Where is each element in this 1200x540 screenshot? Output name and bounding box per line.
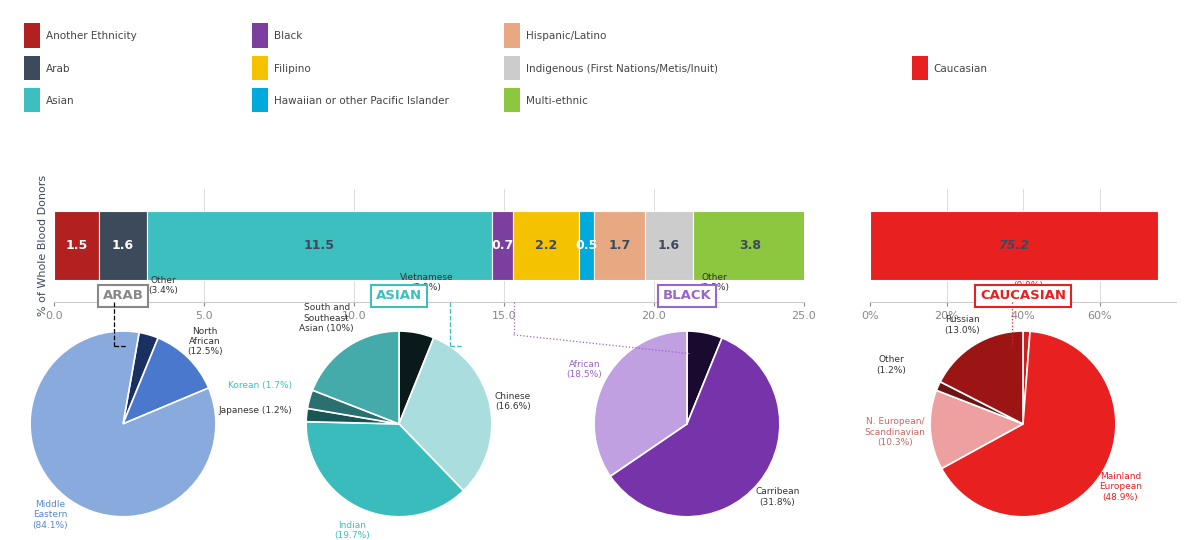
Text: Vietnamese
(3.2%): Vietnamese (3.2%): [400, 273, 454, 292]
Text: Asian: Asian: [46, 96, 74, 106]
Wedge shape: [941, 331, 1022, 424]
Bar: [148, 211, 492, 280]
Text: North
African
(12.5%): North African (12.5%): [187, 327, 222, 356]
Text: Arab: Arab: [46, 64, 70, 73]
Bar: [514, 211, 580, 280]
Text: 2.2: 2.2: [535, 239, 557, 252]
Wedge shape: [306, 422, 463, 517]
Text: 0.5: 0.5: [575, 239, 598, 252]
Wedge shape: [307, 390, 398, 424]
Bar: [694, 211, 808, 280]
Text: Hawaiian or other Pacific Islander: Hawaiian or other Pacific Islander: [274, 96, 449, 106]
Text: South and
Southeast
Asian (10%): South and Southeast Asian (10%): [299, 303, 354, 333]
Text: Hispanic/Latino: Hispanic/Latino: [526, 31, 606, 41]
Text: Another Ethnicity: Another Ethnicity: [46, 31, 137, 41]
Text: Middle
Eastern
(84.1%): Middle Eastern (84.1%): [32, 500, 68, 530]
Text: Multi-ethnic: Multi-ethnic: [526, 96, 588, 106]
Title: CAUCASIAN: CAUCASIAN: [980, 289, 1066, 302]
Wedge shape: [30, 331, 216, 517]
Text: Filipino: Filipino: [274, 64, 311, 73]
Bar: [492, 211, 514, 280]
Text: 1.5: 1.5: [65, 239, 88, 252]
Bar: [98, 211, 148, 280]
Title: BLACK: BLACK: [662, 289, 712, 302]
Text: Jewish
(0.9%): Jewish (0.9%): [1014, 271, 1044, 290]
Title: ASIAN: ASIAN: [376, 289, 422, 302]
Bar: [580, 211, 594, 280]
Wedge shape: [1022, 331, 1030, 424]
Text: 75.2: 75.2: [998, 239, 1030, 252]
Text: 1.7: 1.7: [608, 239, 631, 252]
Title: ARAB: ARAB: [102, 289, 144, 302]
Wedge shape: [594, 331, 688, 476]
Text: Other
(3.3%): Other (3.3%): [700, 273, 730, 292]
Text: 11.5: 11.5: [304, 239, 335, 252]
Text: Other
(3.4%): Other (3.4%): [148, 276, 178, 295]
Text: 0.7: 0.7: [491, 239, 514, 252]
Wedge shape: [936, 382, 1022, 424]
Text: Korean (1.7%): Korean (1.7%): [228, 381, 293, 390]
Text: 1.6: 1.6: [112, 239, 134, 252]
Text: Chinese
(16.6%): Chinese (16.6%): [494, 392, 532, 411]
Wedge shape: [306, 408, 398, 424]
Wedge shape: [398, 331, 433, 424]
Text: Indigenous (First Nations/Metis/Inuit): Indigenous (First Nations/Metis/Inuit): [526, 64, 718, 73]
Bar: [870, 211, 1158, 280]
Wedge shape: [930, 390, 1022, 469]
Y-axis label: % of Whole Blood Donors: % of Whole Blood Donors: [38, 175, 48, 316]
Bar: [54, 211, 98, 280]
Text: Carribean
(31.8%): Carribean (31.8%): [755, 487, 799, 507]
Text: Russian
(13.0%): Russian (13.0%): [944, 315, 980, 335]
Text: Indian
(19.7%): Indian (19.7%): [335, 521, 371, 540]
Text: 3.8: 3.8: [739, 239, 761, 252]
Text: Caucasian: Caucasian: [934, 64, 988, 73]
Bar: [594, 211, 646, 280]
Wedge shape: [611, 338, 780, 517]
Text: Mainland
European
(48.9%): Mainland European (48.9%): [1099, 472, 1142, 502]
Bar: [646, 211, 694, 280]
Text: Other
(1.2%): Other (1.2%): [877, 355, 906, 375]
Text: Black: Black: [274, 31, 302, 41]
Wedge shape: [124, 338, 209, 424]
Wedge shape: [942, 331, 1116, 517]
Text: N. European/
Scandinavian
(10.3%): N. European/ Scandinavian (10.3%): [865, 417, 925, 447]
Wedge shape: [312, 331, 400, 424]
Text: 1.6: 1.6: [658, 239, 680, 252]
Text: Japanese (1.2%): Japanese (1.2%): [218, 406, 293, 415]
Wedge shape: [398, 338, 492, 491]
Wedge shape: [686, 331, 722, 424]
Wedge shape: [124, 333, 158, 424]
Text: African
(18.5%): African (18.5%): [566, 360, 602, 379]
